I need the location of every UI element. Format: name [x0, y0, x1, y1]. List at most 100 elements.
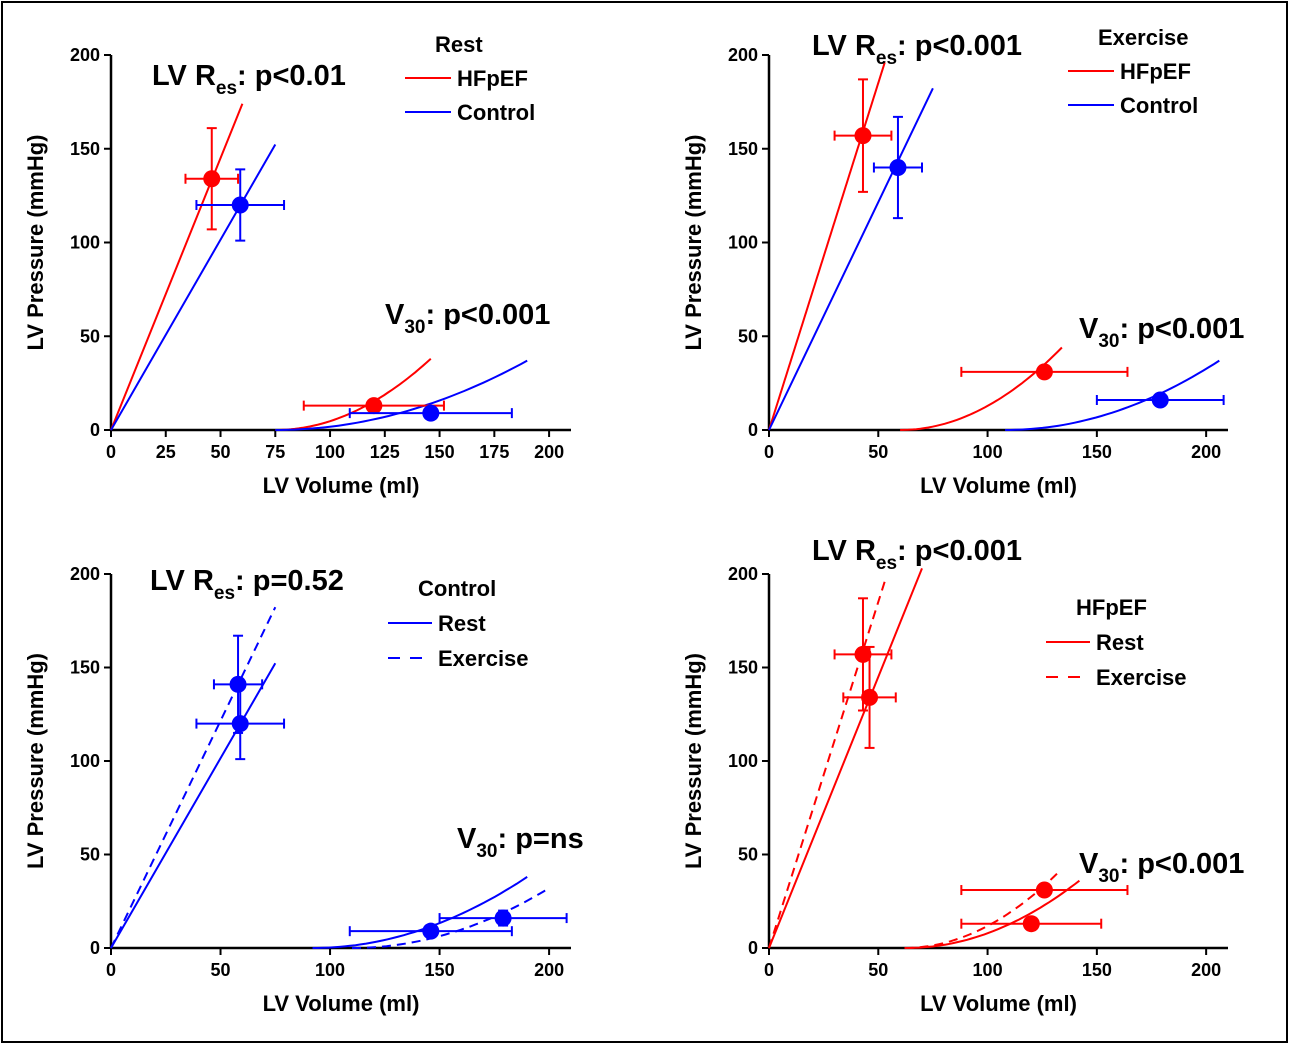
panel-top-left: 0 25 50 75 100 125 150 175 200 0 50 100 150 200 LV Vol… — [23, 32, 571, 498]
annotation-main: V — [457, 823, 477, 855]
x-tick-label: 150 — [1082, 442, 1112, 462]
annotation-subscript: es — [876, 48, 897, 69]
x-tick-label: 100 — [973, 442, 1003, 462]
annotation-rest: : p<0.01 — [237, 60, 346, 92]
annotation-main: LV R — [152, 60, 216, 92]
x-tick-label: 50 — [211, 442, 231, 462]
annotation-main: LV R — [150, 565, 214, 597]
data-point-group — [1095, 391, 1225, 409]
y-tick-label: 100 — [728, 751, 758, 771]
x-tick-label: 200 — [1191, 960, 1221, 980]
annotation-main: LV R — [812, 30, 876, 62]
esp-line — [110, 662, 277, 949]
annotation-v30: V30: p<0.001 — [1079, 313, 1244, 352]
x-axis-label: LV Volume (ml) — [920, 473, 1077, 498]
esp-line — [768, 87, 934, 431]
data-point-group — [348, 404, 513, 422]
x-tick-label: 0 — [106, 442, 116, 462]
annotation-subscript: es — [876, 553, 897, 574]
data-point-group — [348, 922, 513, 940]
legend-label: HFpEF — [1120, 59, 1191, 84]
annotation-elastance: LV Res: p<0.001 — [812, 30, 1022, 69]
legend: Exercise HFpEF Control — [1068, 25, 1198, 118]
esp-line — [768, 568, 923, 949]
x-tick-label: 200 — [1191, 442, 1221, 462]
esp-line — [768, 61, 886, 431]
edp-curve — [906, 879, 1081, 949]
x-tick-label: 50 — [868, 960, 888, 980]
x-axis-label: LV Volume (ml) — [263, 991, 420, 1016]
panel-bottom-right: 0 50 100 150 200 0 50 100 150 200 LV Volume (ml) LV… — [681, 535, 1244, 1016]
annotation-elastance: LV Res: p<0.01 — [152, 60, 346, 99]
data-point — [422, 922, 440, 940]
annotation-main: V — [385, 299, 405, 331]
y-tick-label: 150 — [70, 139, 100, 159]
x-tick-label: 75 — [265, 442, 285, 462]
x-tick-label: 150 — [425, 960, 455, 980]
legend-label: Control — [457, 100, 535, 125]
legend-title: HFpEF — [1076, 595, 1147, 620]
y-axis-label: LV Pressure (mmHg) — [23, 135, 48, 351]
y-tick-label: 150 — [728, 139, 758, 159]
annotation-rest: : p<0.001 — [425, 299, 550, 331]
y-axis-label: LV Pressure (mmHg) — [681, 135, 706, 351]
data-point — [1035, 881, 1053, 899]
esp-line — [110, 606, 277, 949]
y-tick-label: 200 — [728, 45, 758, 65]
x-tick-label: 25 — [156, 442, 176, 462]
y-tick-label: 200 — [70, 45, 100, 65]
x-tick-label: 50 — [211, 960, 231, 980]
annotation-rest: : p=0.52 — [235, 565, 344, 597]
x-tick-label: 125 — [370, 442, 400, 462]
data-point-group — [960, 363, 1129, 381]
edp-curve — [1005, 359, 1220, 431]
data-point — [494, 909, 512, 927]
data-point — [889, 159, 907, 176]
y-tick-label: 150 — [70, 658, 100, 678]
legend-label: Control — [1120, 93, 1198, 118]
x-axis-label: LV Volume (ml) — [920, 991, 1077, 1016]
annotation-subscript: 30 — [476, 841, 497, 862]
x-tick-label: 0 — [106, 960, 116, 980]
y-tick-label: 150 — [728, 658, 758, 678]
annotation-v30: V30: p<0.001 — [1079, 848, 1244, 887]
edp-curve — [904, 872, 1059, 949]
x-tick-label: 200 — [534, 960, 564, 980]
annotation-rest: : p<0.001 — [897, 30, 1022, 62]
data-point — [231, 715, 249, 733]
data-point-group — [833, 597, 893, 712]
annotation-rest: : p<0.001 — [1119, 848, 1244, 880]
x-tick-label: 175 — [479, 442, 509, 462]
data-point — [231, 196, 249, 214]
x-tick-label: 150 — [425, 442, 455, 462]
y-tick-label: 200 — [728, 564, 758, 584]
legend-title: Rest — [435, 32, 483, 57]
legend-label: HFpEF — [457, 66, 528, 91]
annotation-rest: : p=ns — [497, 823, 583, 855]
y-tick-label: 50 — [738, 845, 758, 865]
y-tick-label: 0 — [748, 938, 758, 958]
x-tick-label: 0 — [764, 442, 774, 462]
legend-label: Exercise — [438, 646, 529, 671]
data-point — [861, 688, 879, 706]
legend-label: Rest — [1096, 630, 1144, 655]
legend-title: Exercise — [1098, 25, 1189, 50]
x-tick-label: 100 — [973, 960, 1003, 980]
annotation-v30: V30: p=ns — [457, 823, 584, 862]
x-tick-label: 200 — [534, 442, 564, 462]
annotation-subscript: 30 — [1098, 866, 1119, 887]
data-point-group — [302, 397, 445, 415]
y-tick-label: 0 — [748, 420, 758, 440]
y-tick-label: 100 — [728, 233, 758, 253]
x-tick-label: 100 — [315, 442, 345, 462]
legend: Rest HFpEF Control — [405, 32, 535, 125]
annotation-subscript: 30 — [404, 317, 425, 338]
legend: Control Rest Exercise — [388, 576, 529, 671]
annotation-elastance: LV Res: p<0.001 — [812, 535, 1022, 574]
annotation-subscript: es — [216, 78, 237, 99]
x-axis-label: LV Volume (ml) — [263, 473, 420, 498]
data-point-group — [195, 687, 286, 761]
y-axis-label: LV Pressure (mmHg) — [23, 653, 48, 869]
x-tick-label: 150 — [1082, 960, 1112, 980]
legend-label: Exercise — [1096, 665, 1187, 690]
